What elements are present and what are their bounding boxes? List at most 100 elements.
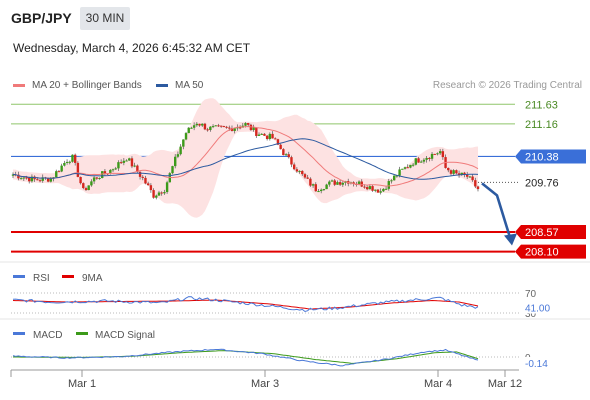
candle xyxy=(176,151,180,159)
candle xyxy=(101,171,104,179)
x-tick-label: Mar 3 xyxy=(251,378,279,390)
candle xyxy=(420,160,423,163)
candle xyxy=(284,153,288,156)
candle xyxy=(128,157,131,161)
candle xyxy=(252,124,255,132)
candle xyxy=(233,128,236,134)
candle xyxy=(447,167,450,173)
chart-datetime: Wednesday, March 4, 2026 6:45:32 AM CET xyxy=(13,41,251,55)
top-bar: GBP/JPY 30 MIN xyxy=(0,0,590,40)
candle xyxy=(144,175,147,185)
candle xyxy=(163,189,166,195)
candle xyxy=(382,188,385,192)
legend-ma50-swatch xyxy=(156,83,168,87)
macd-legend-label: MACD xyxy=(33,330,62,341)
level-label-208.10: 208.10 xyxy=(525,247,559,259)
candle xyxy=(379,188,382,195)
candle xyxy=(282,148,285,156)
candle xyxy=(265,135,269,141)
candle xyxy=(87,185,90,191)
candle xyxy=(341,180,345,187)
candle xyxy=(411,163,415,167)
candle xyxy=(133,162,136,168)
macd-legend-swatch xyxy=(13,332,25,335)
rsi-current-bg xyxy=(521,301,557,314)
candle xyxy=(336,180,339,185)
candle xyxy=(146,181,150,186)
rsi-tick-30: 30 xyxy=(525,309,537,320)
candle xyxy=(22,177,26,181)
candle xyxy=(457,170,461,178)
candle xyxy=(114,166,117,170)
candle xyxy=(330,179,334,182)
rsi-9ma-legend-label: 9MA xyxy=(82,273,103,284)
candle xyxy=(422,158,426,164)
candle xyxy=(206,127,209,132)
last-price-label: 209.76 xyxy=(525,177,559,189)
candle xyxy=(301,170,304,176)
candle xyxy=(452,169,455,175)
x-axis: Mar 1 Mar 3 Mar 4 Mar 12 xyxy=(10,370,522,390)
copyright-text: Research © 2026 Trading Central xyxy=(432,80,582,91)
candle xyxy=(211,124,215,129)
ma50-line xyxy=(12,138,479,180)
candle xyxy=(184,132,188,141)
candle xyxy=(60,163,63,173)
candle xyxy=(471,174,474,182)
candle xyxy=(306,174,309,180)
timeframe-button[interactable]: 30 MIN xyxy=(80,7,130,30)
candle xyxy=(298,170,301,174)
candle xyxy=(141,175,144,181)
candle xyxy=(441,148,445,160)
candle xyxy=(73,153,77,166)
candle xyxy=(214,125,217,127)
price-labels: 211.63 211.16 210.38 208.57 208.10 209.76 xyxy=(478,99,586,259)
candle xyxy=(201,123,204,127)
candle xyxy=(76,161,80,178)
candle xyxy=(130,156,134,169)
candle xyxy=(84,186,88,192)
candle xyxy=(311,183,315,188)
candle xyxy=(371,184,374,192)
candle xyxy=(384,186,388,190)
candle xyxy=(449,169,453,177)
candle xyxy=(190,126,193,129)
macd-current-bg xyxy=(521,357,555,369)
candle xyxy=(63,160,66,167)
candle xyxy=(155,194,158,200)
level-label-211.16: 211.16 xyxy=(525,119,558,131)
macd-signal-legend-label: MACD Signal xyxy=(95,330,155,341)
forecast-arrow xyxy=(481,182,517,246)
rsi-legend-label: RSI xyxy=(33,273,50,284)
rsi-current-value: 41.00 xyxy=(525,304,550,315)
candle xyxy=(122,158,126,166)
candle xyxy=(68,160,71,165)
candle xyxy=(322,188,326,191)
candle xyxy=(57,170,61,173)
candle xyxy=(98,177,101,180)
candle xyxy=(257,132,261,136)
candle xyxy=(317,188,320,193)
legend-ma20-label: MA 20 + Bollinger Bands xyxy=(32,80,142,91)
ma20-line xyxy=(12,126,479,187)
candle xyxy=(187,127,190,134)
candle xyxy=(314,182,317,192)
x-tick-label: Mar 12 xyxy=(488,378,522,390)
candle xyxy=(403,166,407,170)
candle xyxy=(425,155,428,163)
level-label-210.38: 210.38 xyxy=(525,151,559,163)
candle xyxy=(374,189,377,193)
candle xyxy=(203,122,207,131)
candle xyxy=(274,137,277,140)
candle xyxy=(225,125,228,129)
candle xyxy=(160,191,163,196)
candle xyxy=(476,185,480,192)
rsi-9ma-legend-swatch xyxy=(62,275,74,278)
rsi-tick-70: 70 xyxy=(525,289,537,300)
macd-current-value: -0.14 xyxy=(525,359,548,370)
candle xyxy=(401,168,404,170)
level-label-208.57: 208.57 xyxy=(525,227,559,239)
level-tag-210.38 xyxy=(515,149,586,164)
legend-ma50: MA 50 xyxy=(156,80,203,91)
